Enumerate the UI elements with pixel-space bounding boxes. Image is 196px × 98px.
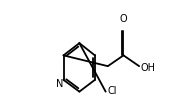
Text: OH: OH bbox=[140, 63, 155, 73]
Text: O: O bbox=[120, 14, 127, 24]
Text: Cl: Cl bbox=[108, 86, 117, 96]
Text: N: N bbox=[56, 79, 63, 89]
